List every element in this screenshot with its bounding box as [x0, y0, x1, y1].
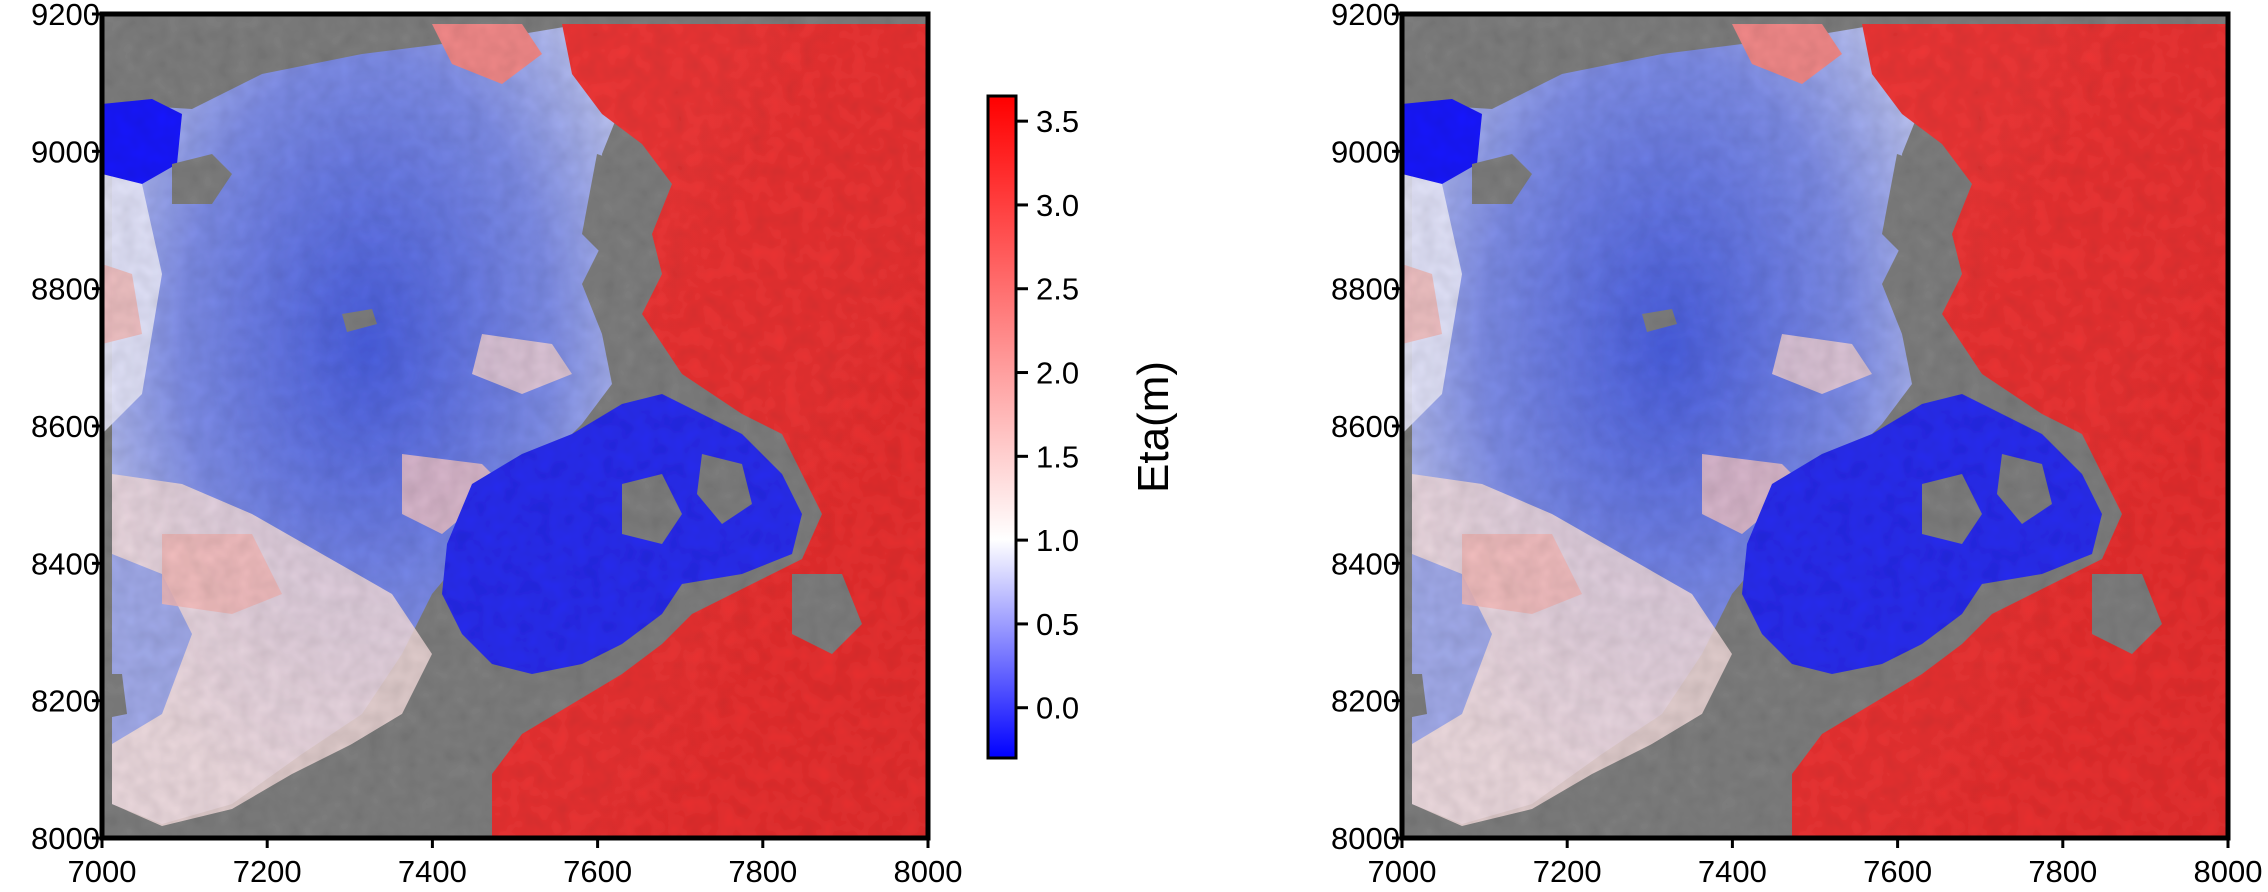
y-tick-label: 9200 [1331, 0, 1400, 32]
y-tick-label: 8200 [1331, 684, 1400, 719]
x-tick-label: 7000 [68, 854, 137, 889]
colorbar-tick-label: 2.0 [1036, 356, 1079, 391]
x-tick-label: 8000 [894, 854, 963, 889]
colorbar-tick-label: 3.5 [1036, 104, 1079, 139]
y-tick-label: 8600 [1331, 409, 1400, 444]
chart-panel-right: 7000 7200 7400 7600 7800 8000 8000 8200 8400 8600… [1331, 0, 2262, 889]
colorbar-label: Eta(m) [1129, 361, 1178, 493]
colorbar-gradient [986, 94, 1018, 760]
y-tick-label: 8400 [1331, 546, 1400, 581]
axes-right: 7000 7200 7400 7600 7800 8000 8000 8200 8400 8600… [1331, 0, 2262, 889]
x-tick-label: 7200 [1533, 854, 1602, 889]
x-tick-label: 7200 [233, 854, 302, 889]
y-tick-label: 8400 [31, 546, 100, 581]
y-tick-label: 8800 [31, 272, 100, 307]
y-tick-label: 8000 [1331, 821, 1400, 856]
y-tick-label: 8200 [31, 684, 100, 719]
colorbar: 0.0 0.5 1.0 1.5 2.0 2.5 3.0 3.5 Eta(m) [986, 94, 1178, 760]
x-tick-label: 7600 [563, 854, 632, 889]
axes-left: 7000 7200 7400 7600 7800 8000 8000 8200 8400 8600… [31, 0, 962, 889]
colorbar-tick-label: 0.5 [1036, 607, 1079, 642]
colorbar-tick-label: 1.0 [1036, 523, 1079, 558]
colorbar-ticks: 0.0 0.5 1.0 1.5 2.0 2.5 3.0 3.5 [1016, 104, 1079, 726]
y-tick-label: 8600 [31, 409, 100, 444]
x-tick-label: 7400 [398, 854, 467, 889]
x-tick-label: 7600 [1863, 854, 1932, 889]
y-tick-label: 9200 [31, 0, 100, 32]
x-tick-label: 7400 [1698, 854, 1767, 889]
colorbar-tick-label: 2.5 [1036, 272, 1079, 307]
x-tick-label: 7000 [1368, 854, 1437, 889]
x-tick-label: 7800 [2028, 854, 2097, 889]
heatmap-field-right [1402, 14, 2228, 838]
x-tick-label: 8000 [2194, 854, 2263, 889]
colorbar-tick-label: 3.0 [1036, 188, 1079, 223]
x-tick-label: 7800 [728, 854, 797, 889]
y-tick-label: 9000 [31, 134, 100, 169]
y-tick-label: 9000 [1331, 134, 1400, 169]
chart-panel-left: 7000 7200 7400 7600 7800 8000 8000 8200 8400 8600… [31, 0, 962, 889]
y-tick-label: 8000 [31, 821, 100, 856]
heatmap-field-left [102, 14, 928, 838]
y-tick-label: 8800 [1331, 272, 1400, 307]
colorbar-tick-label: 1.5 [1036, 439, 1079, 474]
colorbar-tick-label: 0.0 [1036, 691, 1079, 726]
